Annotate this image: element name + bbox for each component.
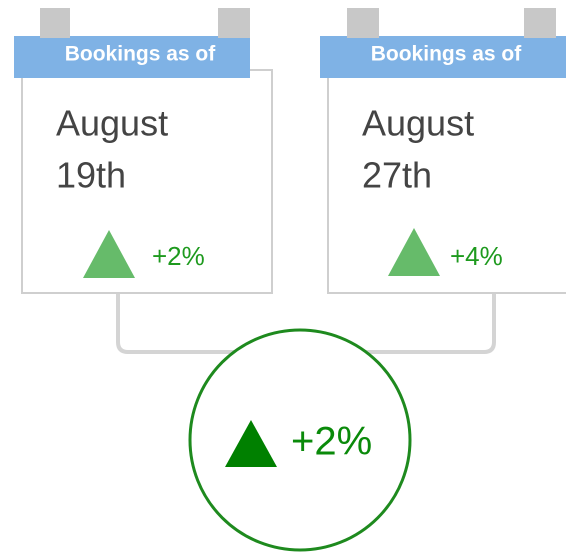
card: Bookings as of August 27th +4% [320, 8, 566, 294]
up-arrow [83, 230, 135, 278]
calendar-tab [218, 8, 250, 38]
summary: +2% [188, 328, 412, 552]
day: 27th [362, 155, 432, 196]
change: +4% [450, 241, 503, 271]
card-header-text: Bookings as of [371, 43, 523, 66]
month: August [362, 103, 474, 144]
card-body [21, 69, 273, 294]
change: +2% [152, 241, 205, 271]
month: August [56, 103, 168, 144]
card: Bookings as of August 19th +2% [14, 8, 273, 294]
calendar-tab [40, 8, 70, 38]
up-arrow [388, 228, 440, 276]
summary-change: +2% [291, 420, 372, 464]
summary-circle [188, 328, 412, 552]
card-header-text: Bookings as of [65, 43, 217, 66]
card-header [14, 36, 250, 78]
day: 19th [56, 155, 126, 196]
calendar-tab [524, 8, 556, 38]
card-header [320, 36, 566, 78]
up-arrow [225, 420, 277, 467]
card-body [327, 69, 566, 294]
calendar-tab [347, 8, 379, 38]
